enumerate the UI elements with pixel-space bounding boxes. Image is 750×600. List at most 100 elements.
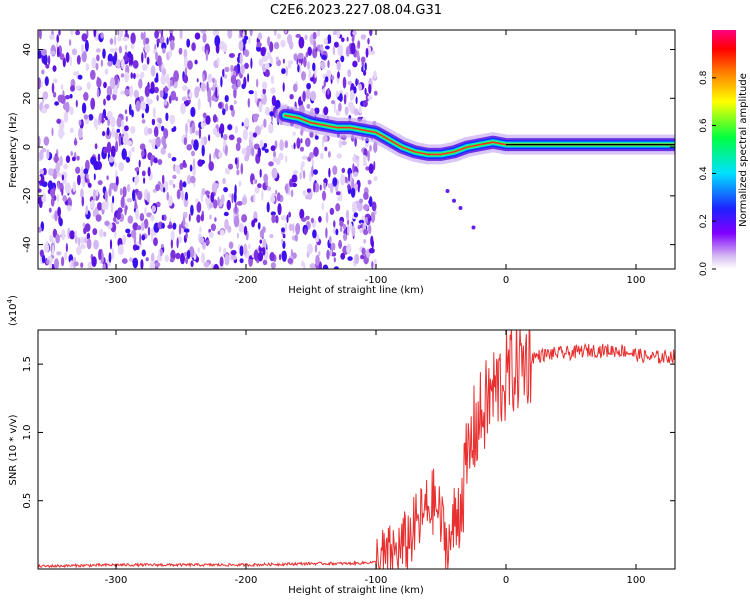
noise-speck bbox=[261, 189, 264, 202]
noise-speck bbox=[337, 71, 340, 79]
noise-speck bbox=[158, 30, 162, 34]
noise-speck bbox=[136, 225, 142, 231]
noise-speck bbox=[260, 93, 264, 100]
noise-speck bbox=[46, 149, 50, 160]
noise-speck bbox=[263, 142, 268, 148]
noise-speck bbox=[292, 83, 298, 93]
noise-speck bbox=[253, 113, 260, 119]
noise-speck bbox=[368, 83, 372, 94]
noise-speck bbox=[55, 233, 61, 244]
noise-speck bbox=[70, 30, 74, 36]
noise-speck bbox=[233, 215, 240, 228]
noise-speck bbox=[114, 161, 117, 168]
noise-speck bbox=[282, 234, 286, 239]
noise-speck bbox=[266, 186, 272, 192]
noise-speck bbox=[170, 249, 176, 261]
noise-speck bbox=[327, 60, 330, 68]
noise-speck bbox=[69, 106, 74, 116]
noise-speck bbox=[212, 83, 215, 92]
noise-speck bbox=[296, 137, 301, 149]
noise-speck bbox=[69, 93, 73, 99]
noise-speck bbox=[44, 103, 50, 110]
noise-speck bbox=[274, 99, 281, 110]
noise-speck bbox=[156, 94, 159, 102]
noise-speck bbox=[164, 254, 169, 263]
noise-speck bbox=[84, 39, 89, 52]
noise-speck bbox=[228, 53, 235, 58]
noise-speck bbox=[107, 118, 110, 127]
noise-speck bbox=[107, 61, 113, 67]
noise-speck bbox=[48, 207, 52, 213]
noise-speck bbox=[345, 209, 350, 220]
noise-speck bbox=[57, 181, 60, 190]
noise-speck bbox=[79, 172, 86, 180]
noise-speck bbox=[200, 82, 206, 92]
noise-speck bbox=[236, 201, 243, 206]
noise-speck bbox=[280, 215, 287, 221]
noise-speck bbox=[223, 74, 228, 79]
noise-speck bbox=[326, 69, 332, 78]
noise-speck bbox=[116, 211, 121, 220]
noise-speck bbox=[224, 95, 229, 103]
noise-speck bbox=[141, 52, 144, 64]
snr-multiplier-prefix: (x10 bbox=[8, 303, 19, 326]
noise-speck bbox=[134, 198, 137, 209]
noise-speck bbox=[118, 161, 124, 172]
noise-speck bbox=[368, 163, 374, 174]
noise-speck bbox=[148, 139, 152, 144]
x-tick-label: -100 bbox=[365, 275, 388, 286]
noise-speck bbox=[298, 36, 305, 49]
noise-speck bbox=[313, 39, 317, 50]
noise-speck bbox=[190, 260, 194, 268]
noise-speck bbox=[292, 169, 299, 175]
noise-speck bbox=[329, 249, 333, 257]
noise-speck bbox=[292, 223, 295, 234]
noise-speck bbox=[66, 205, 72, 212]
noise-speck bbox=[53, 78, 58, 84]
noise-speck bbox=[214, 148, 218, 157]
noise-speck bbox=[146, 56, 150, 65]
noise-speck bbox=[322, 190, 326, 201]
noise-speck bbox=[191, 42, 196, 52]
noise-speck bbox=[56, 34, 59, 43]
noise-speck bbox=[91, 57, 97, 69]
noise-speck bbox=[124, 125, 129, 132]
noise-speck bbox=[351, 226, 356, 237]
y-tick-label: 0 bbox=[22, 144, 33, 150]
noise-speck bbox=[161, 174, 165, 185]
noise-speck bbox=[78, 119, 82, 126]
noise-speck bbox=[197, 247, 200, 253]
stray-point bbox=[458, 206, 463, 211]
noise-speck bbox=[278, 253, 282, 261]
noise-speck bbox=[56, 193, 60, 203]
noise-speck bbox=[158, 249, 161, 262]
noise-speck bbox=[200, 136, 204, 148]
noise-speck bbox=[111, 127, 115, 138]
noise-speck bbox=[369, 144, 372, 152]
noise-speck bbox=[323, 37, 328, 45]
noise-speck bbox=[95, 48, 101, 53]
noise-speck bbox=[103, 98, 106, 106]
noise-speck bbox=[289, 178, 293, 188]
noise-speck bbox=[191, 150, 195, 157]
noise-speck bbox=[297, 52, 304, 60]
noise-speck bbox=[169, 114, 176, 125]
noise-speck bbox=[172, 184, 176, 188]
noise-speck bbox=[261, 54, 268, 63]
noise-speck bbox=[231, 254, 237, 261]
noise-speck bbox=[139, 233, 142, 246]
noise-speck bbox=[186, 144, 193, 151]
noise-speck bbox=[315, 254, 320, 266]
noise-speck bbox=[193, 139, 199, 151]
noise-speck bbox=[144, 85, 150, 98]
noise-speck bbox=[131, 109, 134, 118]
noise-speck bbox=[132, 222, 139, 231]
noise-speck bbox=[347, 184, 351, 190]
noise-speck bbox=[45, 64, 50, 69]
noise-speck bbox=[256, 42, 262, 48]
noise-speck bbox=[322, 135, 328, 143]
noise-speck bbox=[254, 125, 261, 136]
noise-speck bbox=[187, 119, 191, 124]
noise-speck bbox=[262, 226, 266, 234]
noise-speck bbox=[266, 201, 270, 213]
